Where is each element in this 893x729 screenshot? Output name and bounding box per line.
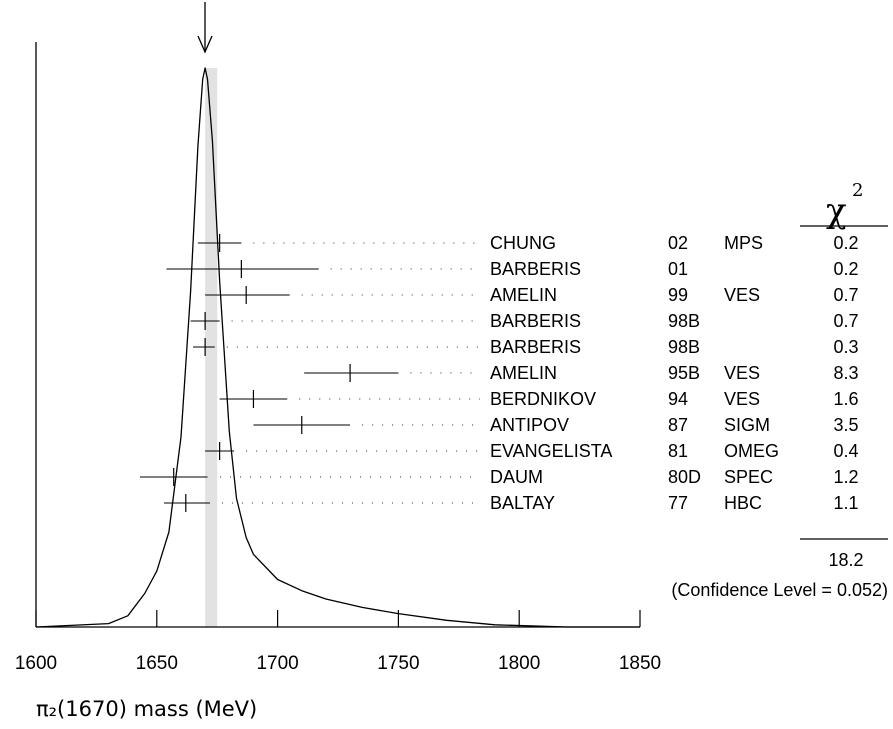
- measurement-row: DAUM 80D SPEC 1.2: [139, 467, 859, 487]
- measurement-row: EVANGELISTA 81 OMEG 0.4: [205, 441, 859, 461]
- year-label: 98B: [668, 337, 700, 357]
- chi2-header: χ 2: [800, 180, 888, 231]
- year-label: 99: [668, 285, 688, 305]
- x-tick-label: 1650: [136, 653, 178, 674]
- technique-label: OMEG: [724, 441, 779, 461]
- year-label: 80D: [668, 467, 701, 487]
- confidence-level: (Confidence Level = 0.052): [671, 580, 888, 600]
- axis-layer: [35, 42, 640, 628]
- year-label: 95B: [668, 363, 700, 383]
- x-tick-label: 1750: [377, 653, 419, 674]
- measurement-row: BALTAY 77 HBC 1.1: [164, 493, 859, 513]
- author-label: BARBERIS: [490, 337, 581, 357]
- measurement-row: BERDNIKOV 94 VES 1.6: [219, 389, 859, 409]
- technique-label: VES: [724, 389, 760, 409]
- author-label: BARBERIS: [490, 311, 581, 331]
- x-tick-label: 1850: [619, 653, 661, 674]
- author-label: EVANGELISTA: [490, 441, 612, 461]
- x-tick-layer: 1600 1650 1700 1750 1800 1850: [15, 610, 661, 674]
- x-tick-label: 1800: [498, 653, 540, 674]
- year-label: 77: [668, 493, 688, 513]
- author-label: BERDNIKOV: [490, 389, 596, 409]
- measurement-row: AMELIN 99 VES 0.7: [205, 285, 859, 305]
- author-label: CHUNG: [490, 233, 556, 253]
- technique-label: VES: [724, 285, 760, 305]
- technique-label: MPS: [724, 233, 763, 253]
- chi2-value: 0.2: [833, 233, 858, 253]
- average-arrow: [197, 2, 213, 54]
- year-label: 01: [668, 259, 688, 279]
- chi2-value: 8.3: [833, 363, 858, 383]
- chi2-exponent: 2: [852, 180, 863, 201]
- author-label: BARBERIS: [490, 259, 581, 279]
- year-label: 98B: [668, 311, 700, 331]
- year-label: 02: [668, 233, 688, 253]
- author-label: AMELIN: [490, 285, 557, 305]
- x-tick-label: 1600: [15, 653, 57, 674]
- measurement-row: ANTIPOV 87 SIGM 3.5: [253, 415, 859, 435]
- chi2-value: 0.7: [833, 285, 858, 305]
- technique-label: VES: [724, 363, 760, 383]
- measurement-row: BARBERIS 98B 0.3: [193, 337, 859, 357]
- chi2-totals: 18.2 (Confidence Level = 0.052): [671, 538, 888, 600]
- chi2-value: 1.6: [833, 389, 858, 409]
- measurement-layer: CHUNG 02 MPS 0.2 BARBERIS 01 0.2 AMELIN 99 VES 0.7…: [139, 233, 859, 513]
- author-label: DAUM: [490, 467, 543, 487]
- author-label: AMELIN: [490, 363, 557, 383]
- year-label: 87: [668, 415, 688, 435]
- measurement-row: BARBERIS 01 0.2: [166, 259, 859, 279]
- chi2-value: 3.5: [833, 415, 858, 435]
- year-label: 94: [668, 389, 688, 409]
- peak-curve-layer: [35, 67, 640, 628]
- technique-label: SIGM: [724, 415, 770, 435]
- chi2-value: 0.2: [833, 259, 858, 279]
- peak-curve: [35, 67, 640, 628]
- author-label: BALTAY: [490, 493, 555, 513]
- measurement-row: BARBERIS 98B 0.7: [190, 311, 859, 331]
- chi2-value: 0.7: [833, 311, 858, 331]
- average-arrow-head: [197, 35, 213, 54]
- chi2-value: 1.1: [833, 493, 858, 513]
- chi2-value: 0.3: [833, 337, 858, 357]
- x-tick-label: 1700: [256, 653, 298, 674]
- chi2-value: 1.2: [833, 467, 858, 487]
- chi2-symbol: χ: [826, 191, 847, 231]
- x-axis-title-group: π₂(1670) mass (MeV): [36, 697, 257, 721]
- x-axis-title: π₂(1670) mass (MeV): [36, 697, 257, 721]
- measurement-row: AMELIN 95B VES 8.3: [304, 363, 859, 383]
- measurement-row: CHUNG 02 MPS 0.2: [197, 233, 859, 253]
- technique-label: HBC: [724, 493, 762, 513]
- technique-label: SPEC: [724, 467, 773, 487]
- year-label: 81: [668, 441, 688, 461]
- author-label: ANTIPOV: [490, 415, 569, 435]
- chi2-total: 18.2: [828, 550, 863, 570]
- chi2-value: 0.4: [833, 441, 858, 461]
